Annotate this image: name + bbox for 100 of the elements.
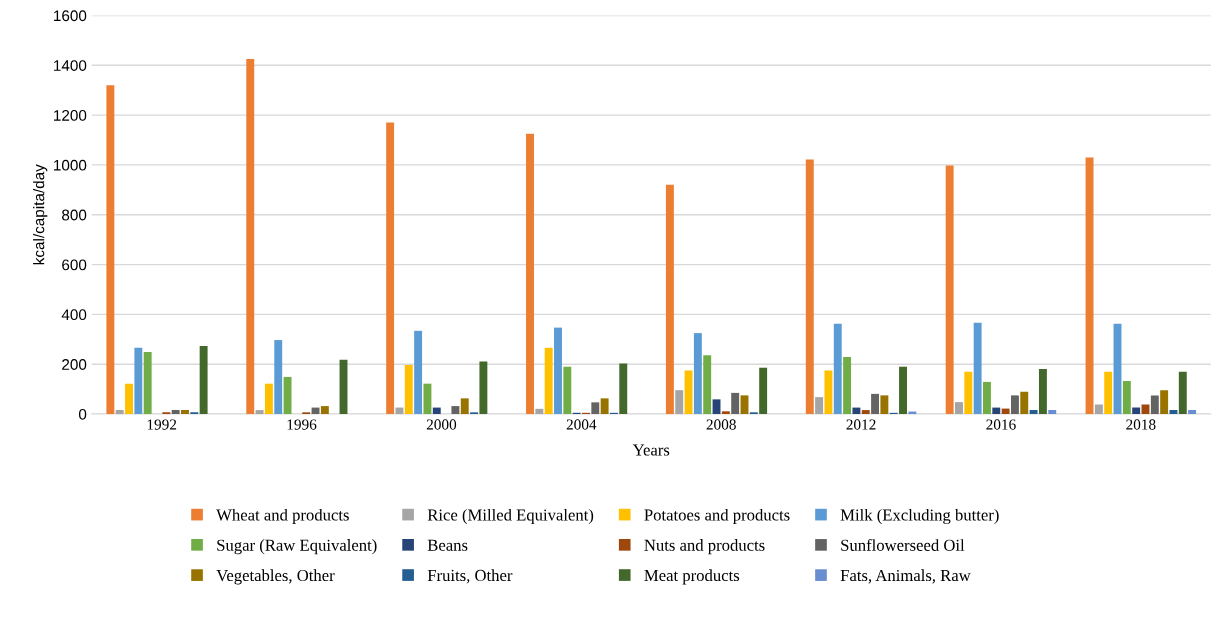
legend-label: Rice (Milled Equivalent) [427,508,594,524]
bar [600,398,609,415]
legend-label: Wheat and products [216,508,349,524]
y-tick-label: 1200 [54,109,87,121]
bar [675,390,684,415]
y-tick-label: 800 [62,209,87,221]
y-tick-label: 400 [61,309,87,321]
bar [1048,410,1057,415]
bar [106,85,115,415]
bar [1188,410,1197,415]
legend-label: Potatoes and products [644,508,790,524]
legend-label: Milk (Excluding butter) [840,508,999,525]
bar [1178,371,1187,415]
bar [721,411,730,415]
bar [460,398,469,415]
bar [404,364,413,415]
legend-label: Fats, Animals, Raw [840,569,971,584]
bar [432,407,441,415]
bar [115,410,124,415]
bar [731,392,740,415]
x-axis-title: Years [632,444,670,456]
bar [759,367,768,415]
bar [1104,371,1113,415]
bar [1038,368,1047,415]
bar [535,408,544,415]
y-tick-label: 200 [62,359,87,370]
bar [246,59,255,415]
bar [973,322,982,415]
bar [703,355,712,415]
bar [852,407,861,415]
y-tick-label: 600 [62,259,87,271]
bar [423,383,432,415]
bar [526,133,534,415]
y-tick-label: 1000 [54,159,87,171]
bar [479,361,488,415]
bar [395,407,404,415]
x-tick-label: 1992 [147,419,177,430]
bar [181,410,189,415]
bar [1150,395,1159,415]
x-tick-label: 2008 [706,419,736,430]
bar [619,363,628,415]
bar [833,323,842,415]
bar [899,366,907,415]
bar [143,352,152,415]
bar [955,402,963,415]
bar [945,165,954,415]
bar [199,346,208,415]
bar [554,327,562,415]
legend-label: Fruits, Other [427,569,513,584]
bar [451,406,460,415]
y-tick-label: 0 [78,408,87,420]
bar [255,410,264,415]
bar [563,366,572,415]
bar [414,330,423,415]
bar [134,347,143,415]
bar [1020,391,1029,415]
bar [983,381,991,415]
bar [1029,410,1038,415]
x-tick-label: 2016 [986,419,1016,430]
bar [740,395,749,415]
bar [964,371,973,415]
bar [1160,390,1169,415]
bar [665,184,674,415]
bar [1010,395,1019,415]
bar [712,399,721,415]
bar [824,370,833,415]
bar [871,393,880,415]
bar [320,406,329,415]
bar [992,407,1001,415]
bar [171,410,180,415]
x-tick-label: 2018 [1126,419,1156,430]
bar [591,402,600,415]
bar [843,357,852,415]
legend-label: Sunflowerseed Oil [841,538,965,551]
x-tick-label: 1996 [287,419,317,430]
legend-label: Meat products [644,569,740,585]
x-tick-label: 2012 [846,419,876,430]
bar [693,333,702,415]
legend-label: Sugar (Raw Equivalent) [217,539,377,555]
bar [283,376,292,415]
x-tick-label: 2004 [566,419,597,430]
bar [1132,407,1141,415]
bar [1094,404,1103,415]
bar [684,370,693,415]
legend-label: Beans [427,539,468,551]
bar [861,410,870,415]
x-tick-label: 2000 [426,419,457,430]
legend-label: Nuts and products [644,539,765,555]
bar [264,383,273,415]
bar [815,397,824,415]
bar [274,340,283,415]
legend-label: Vegetables, Other [216,569,335,585]
bar [1122,380,1131,415]
y-tick-label: 1600 [54,10,87,22]
bar [805,159,814,415]
bar [880,395,889,415]
y-axis-title: kcal/capita/day [33,164,48,265]
bar [1001,408,1010,415]
y-tick-label: 1400 [54,60,87,71]
bar [125,383,133,415]
